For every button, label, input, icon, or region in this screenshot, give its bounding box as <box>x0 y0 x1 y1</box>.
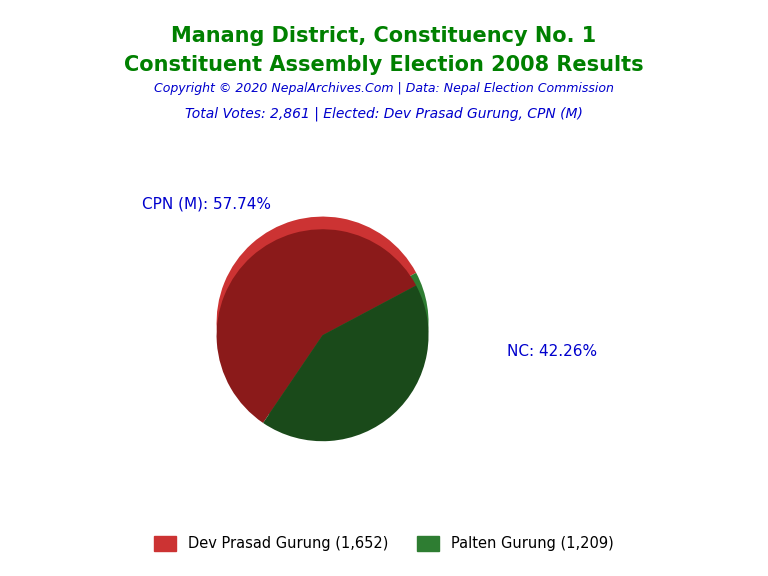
Text: CPN (M): 57.74%: CPN (M): 57.74% <box>142 197 271 212</box>
Wedge shape <box>217 229 416 423</box>
Text: Copyright © 2020 NepalArchives.Com | Data: Nepal Election Commission: Copyright © 2020 NepalArchives.Com | Dat… <box>154 82 614 95</box>
Wedge shape <box>263 273 429 429</box>
Text: Manang District, Constituency No. 1: Manang District, Constituency No. 1 <box>171 26 597 46</box>
Text: NC: 42.26%: NC: 42.26% <box>507 344 597 359</box>
Wedge shape <box>263 286 429 441</box>
Wedge shape <box>217 217 416 410</box>
Legend: Dev Prasad Gurung (1,652), Palten Gurung (1,209): Dev Prasad Gurung (1,652), Palten Gurung… <box>148 530 620 557</box>
Text: Constituent Assembly Election 2008 Results: Constituent Assembly Election 2008 Resul… <box>124 55 644 75</box>
Text: Total Votes: 2,861 | Elected: Dev Prasad Gurung, CPN (M): Total Votes: 2,861 | Elected: Dev Prasad… <box>185 107 583 121</box>
